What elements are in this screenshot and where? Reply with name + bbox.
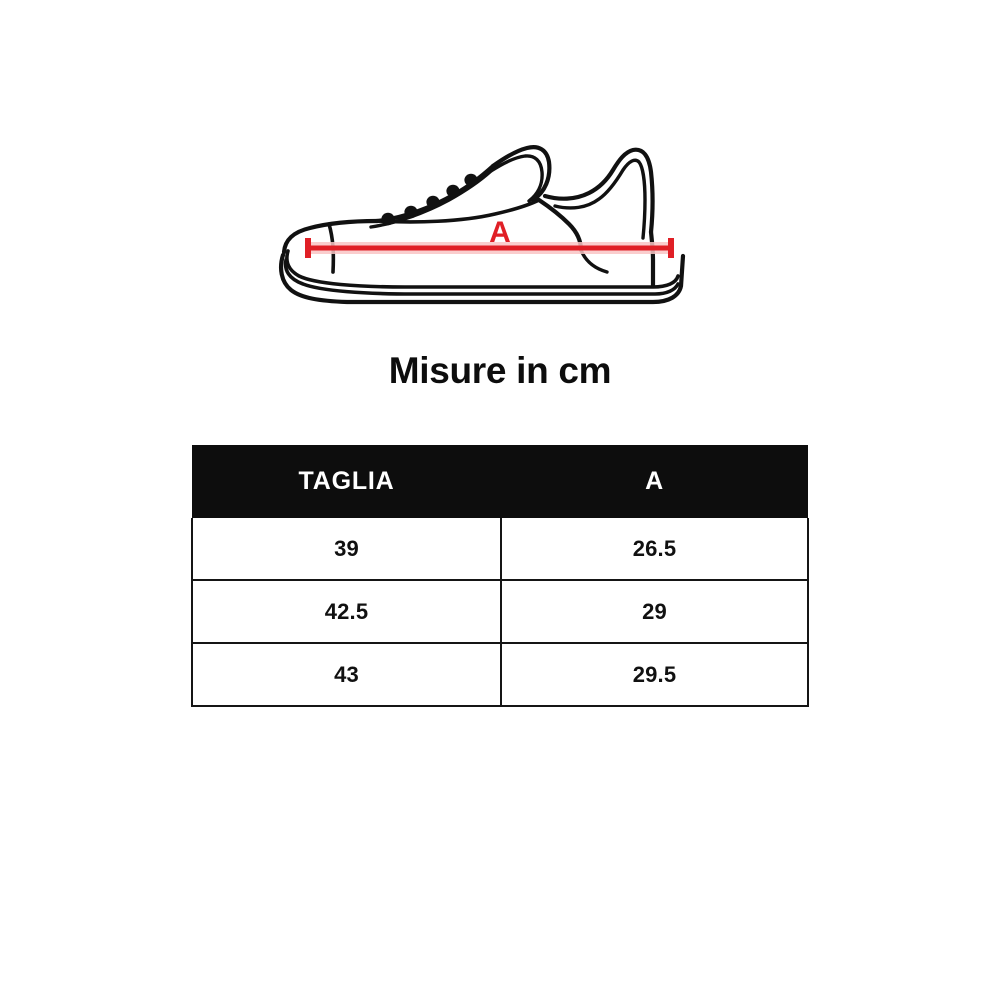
upper-seam (375, 198, 541, 224)
collar-topline (542, 147, 655, 235)
vamp-edge (374, 163, 496, 224)
cell-a: 29 (500, 579, 809, 644)
column-header-size: TAGLIA (192, 445, 501, 518)
table-row: 39 26.5 (191, 518, 809, 581)
cell-size: 42.5 (191, 579, 502, 644)
table-header: TAGLIA A (192, 445, 808, 518)
cell-a: 29.5 (500, 642, 809, 707)
table-row: 42.5 29 (191, 579, 809, 644)
toe-cap-edge (281, 218, 380, 255)
lace-eyelets (381, 173, 478, 226)
heel-counter-inner (553, 158, 647, 240)
measurement-label-a: A (489, 216, 511, 249)
shoe-diagram: A (255, 120, 725, 320)
cell-size: 43 (191, 642, 502, 707)
midsole-stripe-lower (283, 258, 680, 296)
tongue-inner (489, 154, 544, 203)
measurement-line-a (305, 238, 674, 258)
table-header-row: TAGLIA A (192, 445, 808, 518)
midsole-stripe-upper (285, 249, 680, 289)
table-row: 43 29.5 (191, 642, 809, 707)
page-title: Misure in cm (388, 350, 612, 391)
cell-a: 26.5 (500, 518, 809, 581)
quarter-back-edge (536, 197, 584, 253)
table-body: 39 26.5 42.5 29 43 29.5 (191, 518, 809, 707)
outsole-path (279, 252, 686, 305)
heel-back-edge (648, 229, 656, 289)
tongue-top (490, 145, 552, 203)
cell-size: 39 (191, 518, 502, 581)
column-header-a: A (501, 445, 808, 518)
size-table: TAGLIA A 39 26.5 42.5 29 43 29.5 (191, 445, 809, 707)
